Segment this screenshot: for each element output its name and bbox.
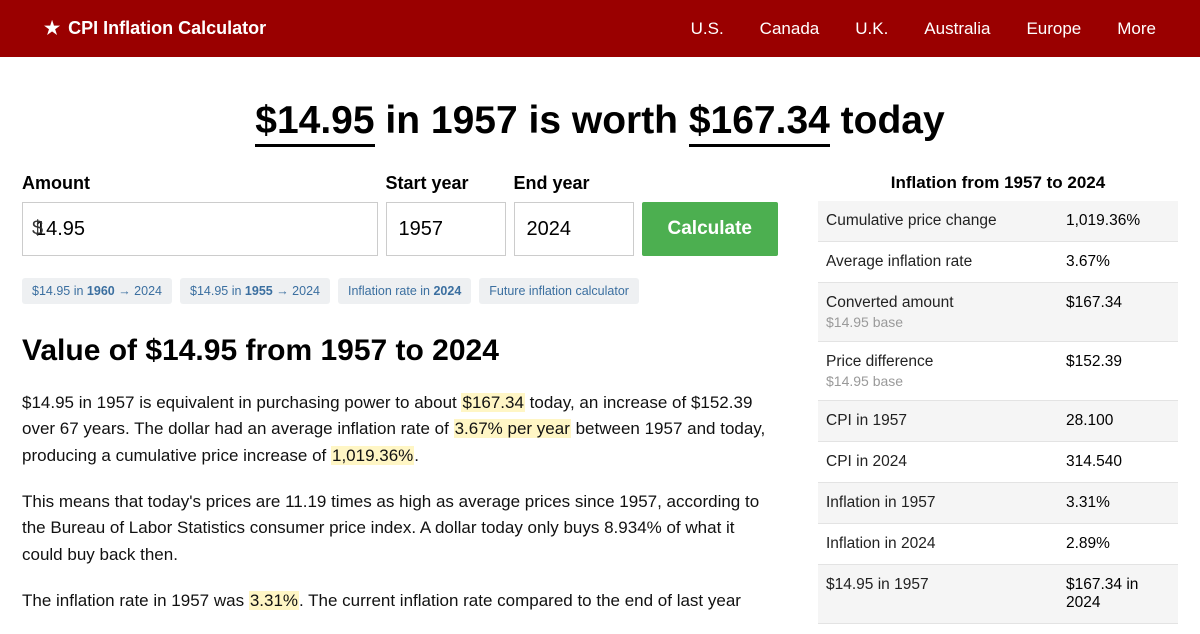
nav-link-us[interactable]: U.S. [691,19,724,39]
start-year-field: Start year [386,173,506,256]
end-year-label: End year [514,173,634,194]
suggestion-chips: $14.95 in 1960 → 2024 $14.95 in 1955 → 2… [22,278,778,304]
amount-input[interactable] [22,202,378,256]
stats-value: $167.34 in 2024 [1058,565,1178,624]
stats-row: Cumulative price change1,019.36% [818,201,1178,242]
stats-title: Inflation from 1957 to 2024 [818,173,1178,193]
nav-link-more[interactable]: More [1117,19,1156,39]
headline-result: $167.34 [689,99,830,147]
nav-link-australia[interactable]: Australia [924,19,990,39]
main-container: $14.95 in 1957 is worth $167.34 today Am… [0,57,1200,634]
brand-text: CPI Inflation Calculator [68,18,266,39]
chip-rate-2024[interactable]: Inflation rate in 2024 [338,278,471,304]
stats-row: CPI in 2024314.540 [818,442,1178,483]
stats-sublabel: $14.95 base [826,314,1050,330]
stats-sublabel: $14.95 base [826,373,1050,389]
stats-table: Cumulative price change1,019.36%Average … [818,201,1178,624]
chip-1960[interactable]: $14.95 in 1960 → 2024 [22,278,172,304]
brand[interactable]: ★ CPI Inflation Calculator [44,18,266,39]
stats-row: $14.95 in 1957$167.34 in 2024 [818,565,1178,624]
headline-amount: $14.95 [255,99,374,147]
stats-value: $167.34 [1058,283,1178,342]
stats-value: 314.540 [1058,442,1178,483]
stats-value: 1,019.36% [1058,201,1178,242]
nav-link-canada[interactable]: Canada [760,19,820,39]
start-year-input[interactable] [386,202,506,256]
left-column: Amount $ Start year End year Calculate [22,173,778,634]
paragraph-2: This means that today's prices are 11.19… [22,489,778,568]
stats-value: 28.100 [1058,401,1178,442]
content-row: Amount $ Start year End year Calculate [22,173,1178,634]
stats-label: Average inflation rate [818,242,1058,283]
amount-label: Amount [22,173,378,194]
calculate-button[interactable]: Calculate [642,202,778,256]
stats-value: 3.31% [1058,483,1178,524]
right-column: Inflation from 1957 to 2024 Cumulative p… [818,173,1178,624]
headline: $14.95 in 1957 is worth $167.34 today [22,99,1178,143]
stats-row: CPI in 195728.100 [818,401,1178,442]
headline-mid2: today [830,99,945,142]
chip-1955[interactable]: $14.95 in 1955 → 2024 [180,278,330,304]
paragraph-3: The inflation rate in 1957 was 3.31%. Th… [22,588,778,614]
section-heading: Value of $14.95 from 1957 to 2024 [22,334,778,368]
stats-value: 2.89% [1058,524,1178,565]
stats-label: Price difference$14.95 base [818,342,1058,401]
chip-future[interactable]: Future inflation calculator [479,278,639,304]
headline-mid1: in 1957 is worth [375,99,689,142]
stats-row: Inflation in 19573.31% [818,483,1178,524]
stats-row: Price difference$14.95 base$152.39 [818,342,1178,401]
dollar-icon: $ [32,218,43,241]
star-icon: ★ [44,18,60,39]
stats-value: $152.39 [1058,342,1178,401]
stats-label: CPI in 2024 [818,442,1058,483]
stats-value: 3.67% [1058,242,1178,283]
amount-field: Amount $ [22,173,378,256]
stats-row: Inflation in 20242.89% [818,524,1178,565]
end-year-input[interactable] [514,202,634,256]
stats-row: Average inflation rate3.67% [818,242,1178,283]
stats-label: Inflation in 1957 [818,483,1058,524]
stats-label: $14.95 in 1957 [818,565,1058,624]
calculator-form: Amount $ Start year End year Calculate [22,173,778,256]
stats-label: CPI in 1957 [818,401,1058,442]
stats-label: Inflation in 2024 [818,524,1058,565]
navbar: ★ CPI Inflation Calculator U.S. Canada U… [0,0,1200,57]
stats-label: Cumulative price change [818,201,1058,242]
nav-link-europe[interactable]: Europe [1026,19,1081,39]
stats-label: Converted amount$14.95 base [818,283,1058,342]
start-year-label: Start year [386,173,506,194]
body-text: $14.95 in 1957 is equivalent in purchasi… [22,390,778,614]
nav-link-uk[interactable]: U.K. [855,19,888,39]
paragraph-1: $14.95 in 1957 is equivalent in purchasi… [22,390,778,469]
stats-row: Converted amount$14.95 base$167.34 [818,283,1178,342]
nav-links: U.S. Canada U.K. Australia Europe More [691,19,1156,39]
end-year-field: End year [514,173,634,256]
